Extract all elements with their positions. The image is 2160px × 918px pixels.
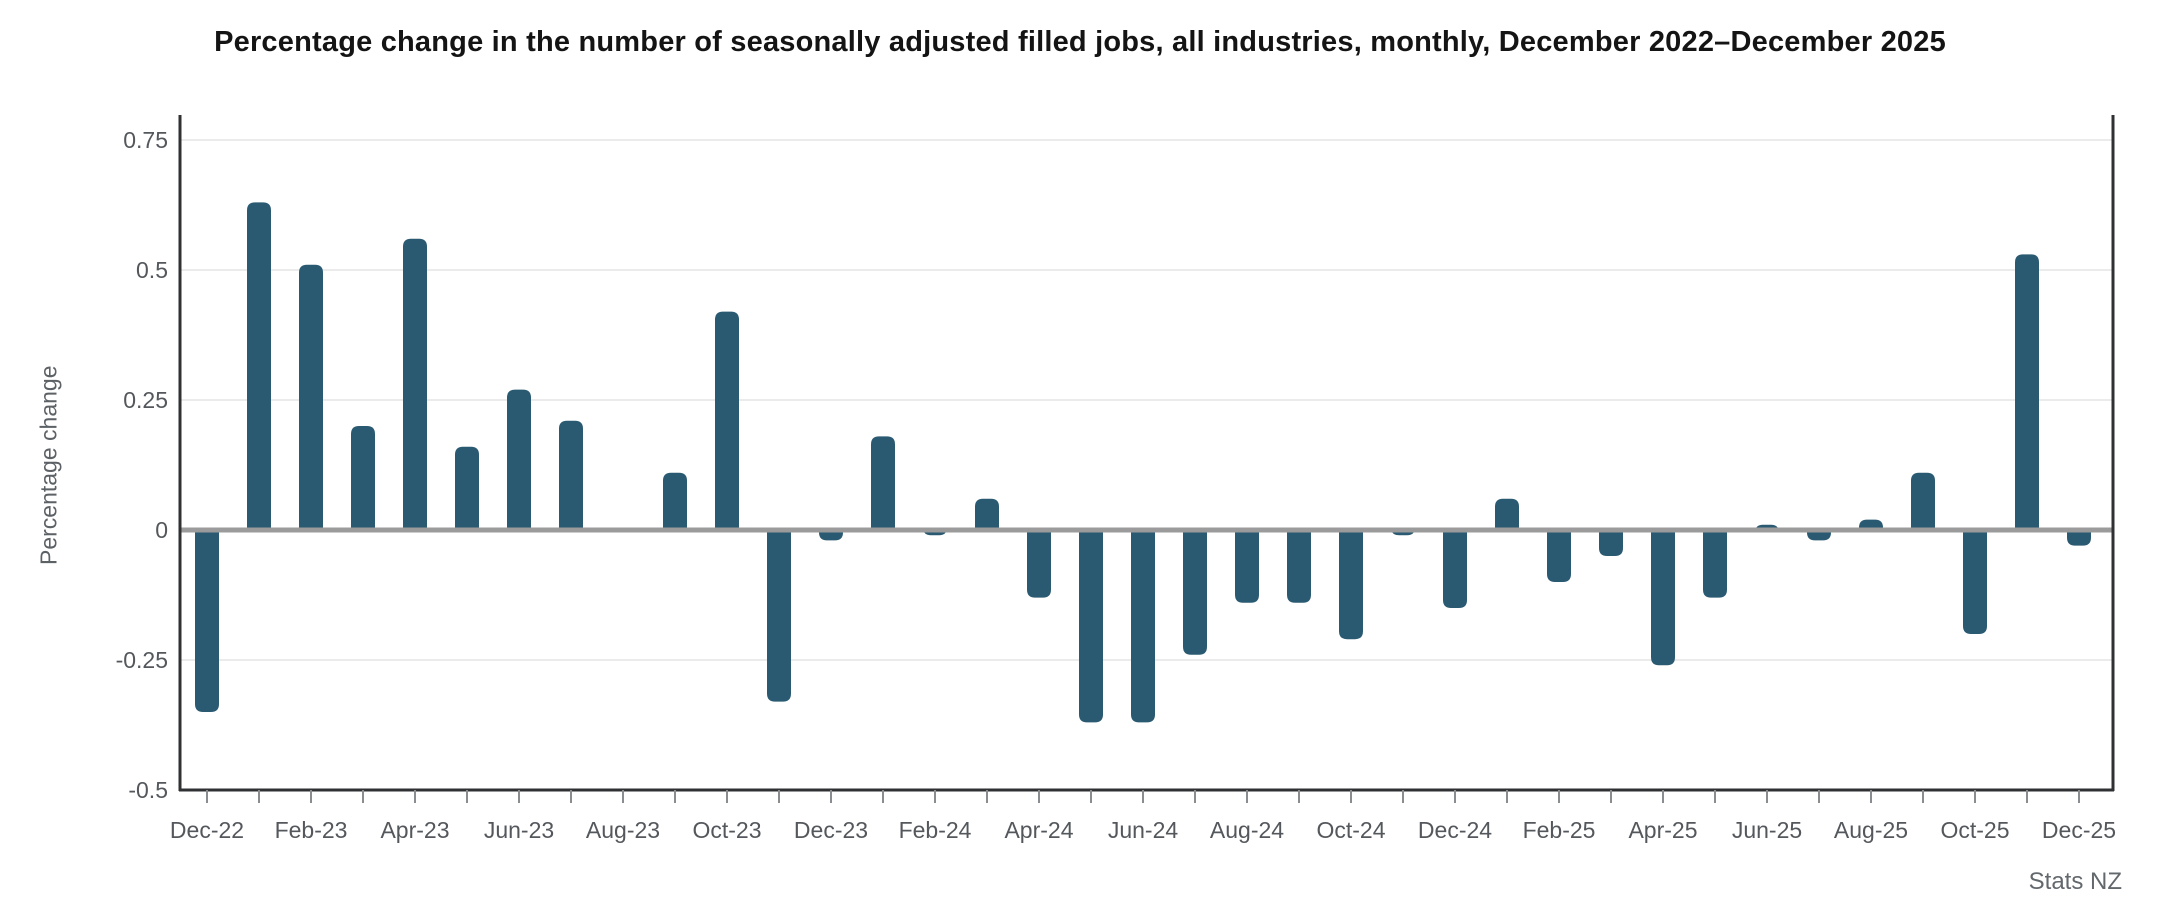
x-tick-label: Oct-24 [1316,817,1385,843]
x-tick-label: Aug-24 [1210,817,1284,843]
y-tick-label: 0 [155,517,168,543]
y-tick-label: 0.25 [123,387,168,413]
bar-Apr-25 [1651,530,1675,666]
bar-Dec-25 [2067,530,2091,546]
source-attribution: Stats NZ [2028,868,2122,895]
y-tick-label: -0.5 [128,777,168,803]
bar-Nov-25 [2015,254,2039,530]
x-tick-label: Dec-23 [794,817,868,843]
bar-Mar-23 [351,426,375,530]
bar-May-23 [455,446,479,530]
x-tick-label: Jun-24 [1108,817,1179,843]
bar-Oct-25 [1963,530,1987,634]
bar-Apr-24 [1027,530,1051,598]
x-tick-label: Apr-24 [1004,817,1073,843]
bar-Sep-25 [1911,472,1935,530]
x-tick-label: Dec-24 [1418,817,1492,843]
bar-Jul-25 [1807,530,1831,541]
bar-Sep-24 [1287,530,1311,603]
bar-Aug-24 [1235,530,1259,603]
x-tick-label: Apr-23 [380,817,449,843]
bar-Jan-23 [247,202,271,530]
bar-Feb-23 [299,264,323,530]
y-tick-label: 0.75 [123,127,168,153]
bar-Jun-23 [507,389,531,530]
bar-Oct-24 [1339,530,1363,640]
x-tick-label: Aug-25 [1834,817,1908,843]
y-tick-label: -0.25 [116,647,168,673]
chart-title: Percentage change in the number of seaso… [214,26,1946,58]
x-tick-label: Oct-25 [1940,817,2009,843]
x-tick-label: Jun-25 [1732,817,1802,843]
bar-Dec-22 [195,530,219,712]
bar-Apr-23 [403,238,427,531]
bar-Sep-23 [663,472,687,530]
bar-Jan-24 [871,436,895,530]
x-tick-label: Aug-23 [586,817,660,843]
bar-Jun-24 [1131,530,1155,723]
bar-Mar-25 [1599,530,1623,556]
x-tick-label: Dec-25 [2042,817,2116,843]
bar-Dec-23 [819,530,843,541]
x-tick-label: Feb-23 [275,817,348,843]
x-tick-label: Jun-23 [484,817,554,843]
bar-Oct-23 [715,311,739,530]
bar-May-24 [1079,530,1103,723]
bar-Aug-25 [1859,519,1883,530]
x-tick-label: Feb-24 [899,817,972,843]
x-tick-label: Apr-25 [1628,817,1697,843]
bar-Nov-23 [767,530,791,702]
y-tick-label: 0.5 [136,257,168,283]
x-tick-label: Feb-25 [1523,817,1596,843]
bar-Jul-24 [1183,530,1207,655]
bar-Feb-25 [1547,530,1571,582]
x-tick-label: Dec-22 [170,817,244,843]
x-tick-label: Oct-23 [692,817,761,843]
bar-Jul-23 [559,420,583,530]
bar-May-25 [1703,530,1727,598]
bar-Dec-24 [1443,530,1467,608]
bar-Jan-25 [1495,498,1519,530]
bar-Mar-24 [975,498,999,530]
